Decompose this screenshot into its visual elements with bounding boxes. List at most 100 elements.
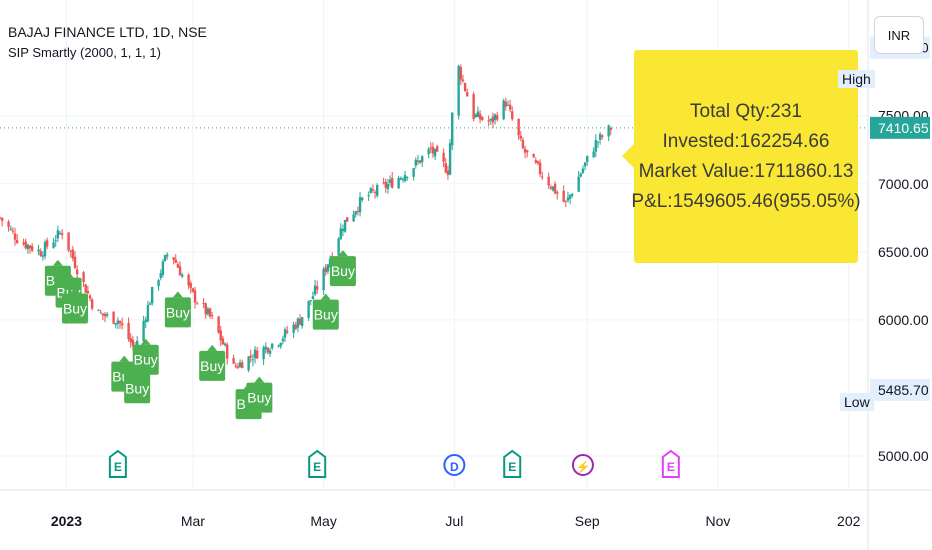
buy-signal-label: Buy (166, 304, 190, 320)
candle-body (352, 214, 355, 222)
candle-body (538, 162, 542, 175)
candle-body (202, 302, 205, 304)
candle-body (442, 152, 445, 162)
candle-body (116, 320, 120, 324)
y-tick-label: 5000.00 (878, 448, 929, 464)
candle-body (472, 94, 475, 120)
currency-button[interactable]: INR (874, 16, 924, 54)
candle-body (489, 118, 492, 121)
candle-body (253, 349, 257, 358)
candle-body (187, 274, 190, 286)
event-label[interactable]: E (508, 460, 516, 474)
x-tick-label: Nov (706, 513, 731, 529)
candle-body (406, 176, 409, 178)
event-marker (571, 454, 594, 476)
high-low-bg (870, 378, 930, 401)
candle-body (592, 151, 595, 158)
buy-signal-label: Buy (63, 300, 87, 316)
event-label[interactable]: ⚡ (575, 460, 590, 474)
candle-body (391, 178, 394, 188)
indicator-label[interactable]: SIP Smartly (2000, 1, 1, 1) (8, 45, 161, 60)
event-label[interactable]: E (313, 460, 321, 474)
candle-body (508, 104, 512, 110)
candle-body (463, 83, 467, 92)
candle-body (343, 219, 347, 232)
candle-body (131, 339, 135, 346)
candle-body (204, 303, 207, 315)
sip-summary-box: Total Qty:231 Invested:162254.66 Market … (631, 50, 861, 263)
candle-body (300, 317, 304, 326)
candle-body (346, 217, 349, 222)
candle-body (581, 168, 585, 173)
candle-body (43, 242, 47, 257)
candle-body (517, 118, 520, 136)
pnl: P&L:1549605.46(955.05%) (631, 190, 861, 212)
candle-body (234, 365, 237, 367)
symbol-title[interactable]: BAJAJ FINANCE LTD, 1D, NSE (8, 24, 207, 40)
buy-arrow (254, 376, 265, 383)
candle-body (195, 303, 199, 305)
candle-body (163, 255, 167, 261)
candle-body (502, 100, 505, 120)
x-tick-label: Jul (445, 513, 463, 529)
buy-arrow (70, 287, 81, 294)
candle-body (598, 134, 602, 140)
candle-body (270, 343, 274, 349)
candle-body (386, 184, 390, 190)
candle-body (13, 233, 17, 240)
candle-body (361, 197, 364, 200)
candle-body (448, 143, 452, 175)
candle-body (521, 139, 525, 149)
event-label[interactable]: E (114, 460, 122, 474)
candle-body (15, 240, 19, 243)
candle-body (75, 269, 79, 275)
candle-body (219, 330, 222, 341)
candle-body (176, 264, 180, 268)
x-tick-label: Mar (181, 513, 205, 529)
candle-body (339, 228, 342, 240)
candle-body (414, 159, 417, 166)
candle-body (232, 358, 235, 364)
candle-body (37, 249, 40, 252)
event-label[interactable]: E (667, 460, 675, 474)
candle-body (579, 173, 583, 177)
candle-body (313, 285, 317, 295)
candle-body (41, 255, 45, 257)
buy-signals: BuyBuyBuyBuyBuyBuyBuyBuyBuyBuyBuyBuy (44, 250, 356, 420)
candle-body (311, 296, 315, 300)
buy-arrow (140, 338, 151, 345)
candle-body (178, 266, 182, 276)
candle-body (127, 322, 130, 340)
candle-body (101, 313, 105, 316)
candle-body (249, 355, 252, 358)
x-tick-label: 2023 (51, 513, 82, 529)
y-tick-label: 6500.00 (878, 244, 929, 260)
candle-body (337, 238, 340, 256)
candle-body (444, 163, 447, 173)
candle-body (54, 240, 57, 242)
y-tick-label: 6000.00 (878, 312, 929, 328)
candle-body (172, 257, 175, 260)
candle-body (571, 193, 574, 196)
y-tick-label: 5485.70 (878, 382, 929, 398)
candle-body (601, 135, 604, 138)
buy-arrow (119, 355, 130, 362)
event-label[interactable]: D (450, 460, 459, 474)
candle-body (478, 113, 482, 120)
y-tick-label: 7000.00 (878, 176, 929, 192)
candle-body (129, 337, 132, 343)
candle-body (298, 318, 302, 325)
total-qty: Total Qty:231 (690, 100, 802, 122)
candle-body (225, 344, 229, 359)
candle-body (433, 148, 437, 157)
candle-body (322, 269, 325, 291)
candle-body (69, 250, 72, 252)
buy-arrow (207, 344, 218, 351)
candle-body (105, 313, 109, 316)
candle-body (416, 160, 420, 162)
buy-arrow (172, 291, 183, 298)
candle-body (481, 116, 484, 120)
candle-body (376, 185, 379, 196)
x-tick-label: Sep (575, 513, 600, 529)
